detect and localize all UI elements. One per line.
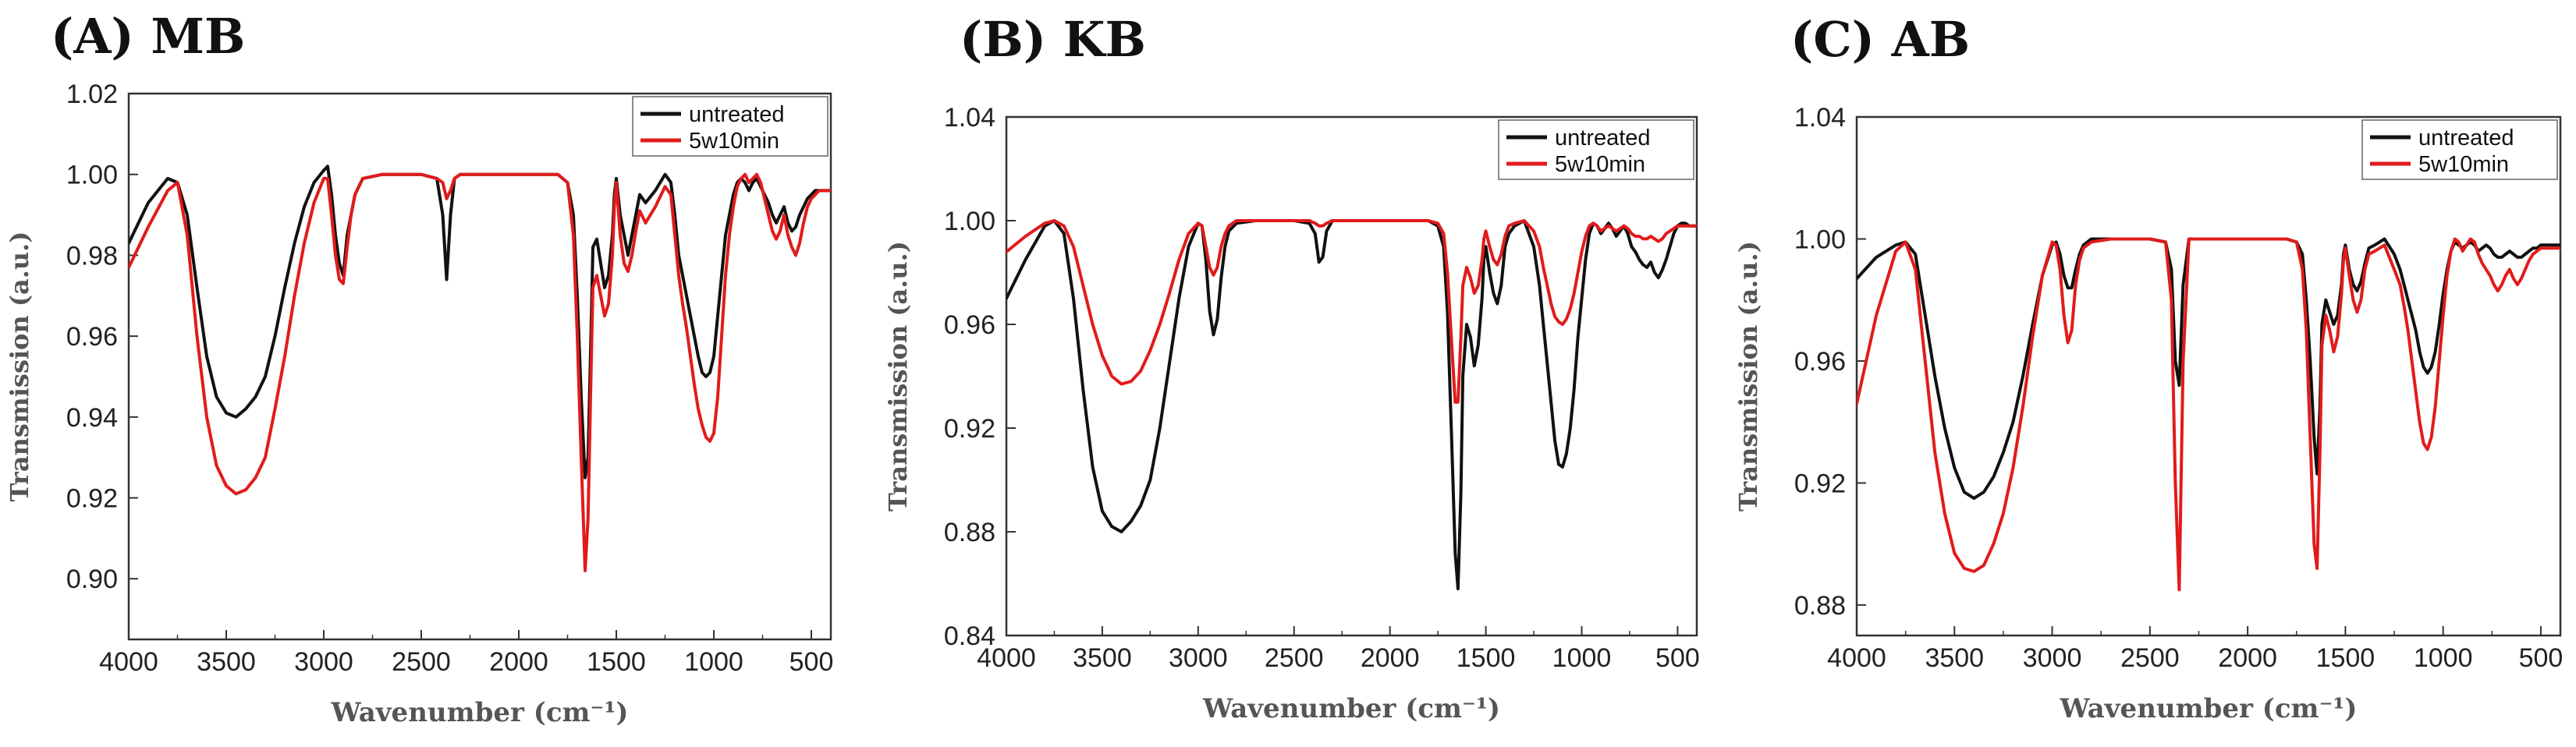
series-line-untreated [1006, 219, 1697, 591]
y-tick-label: 0.88 [944, 518, 995, 547]
chart-svg: (A) MB 4000 3500 3000 2500 2000 1500 1000 500 0.9… [5, 8, 834, 728]
y-tick-label: 0.92 [66, 484, 118, 514]
x-tick-label: 1500 [1457, 643, 1516, 673]
y-tick-label: 0.92 [944, 414, 995, 444]
y-tick-label: 0.84 [944, 621, 995, 651]
legend-label: untreated [1555, 126, 1651, 150]
y-tick-label: 1.04 [944, 103, 995, 133]
x-tick-label: 2000 [489, 647, 548, 677]
panel-mb: (A) MB 4000 3500 3000 2500 2000 1500 1000 500 0.9… [0, 0, 858, 747]
x-tick-label: 2500 [392, 647, 451, 677]
x-axis-title: Wavenumber (cm⁻¹) [1202, 693, 1500, 724]
x-tick-label: 1000 [684, 647, 743, 677]
series-line-5w10min [1006, 219, 1697, 404]
y-tick-label: 1.00 [1794, 225, 1846, 254]
y-axis-title: Transmission (a.u.) [1733, 241, 1763, 512]
series-line-untreated [1857, 237, 2560, 500]
panel-title: (C) AB [1790, 11, 1970, 68]
x-tick-label: 3500 [1925, 643, 1984, 673]
y-tick-label: 1.04 [1794, 103, 1846, 133]
legend-box [1498, 119, 1694, 180]
y-tick-label: 0.98 [66, 241, 118, 271]
y-tick-label: 1.00 [66, 161, 118, 190]
chart-svg: (C) AB 4000 3500 3000 2500 2000 1500 1000 500 0.8… [1733, 11, 2564, 724]
x-tick-label: 4000 [977, 643, 1036, 673]
panel-title: (A) MB [51, 8, 245, 65]
x-tick-label: 3500 [1073, 643, 1132, 673]
y-tick-label: 1.00 [944, 207, 995, 236]
plot-frame [1855, 115, 2562, 637]
y-tick-label: 1.02 [66, 80, 118, 109]
series-line-5w10min [1857, 237, 2560, 592]
legend-label: 5w10min [1555, 152, 1645, 177]
y-tick-label: 0.96 [66, 322, 118, 352]
legend-box [632, 96, 829, 157]
legend-label: untreated [689, 102, 785, 127]
x-tick-label: 500 [789, 647, 834, 677]
y-tick-label: 0.88 [1794, 591, 1846, 621]
legend-label: 5w10min [689, 129, 779, 154]
legend-label: untreated [2418, 126, 2514, 150]
panel-title: (B) KB [960, 11, 1146, 68]
x-axis-title: Wavenumber (cm⁻¹) [2060, 693, 2358, 724]
x-tick-label: 500 [1655, 643, 1700, 673]
x-tick-label: 3000 [2023, 643, 2082, 673]
x-tick-label: 3000 [1169, 643, 1228, 673]
legend-label: 5w10min [2418, 152, 2509, 177]
y-tick-label: 0.92 [1794, 469, 1846, 498]
y-tick-label: 0.96 [1794, 347, 1846, 377]
y-axis-title: Transmission (a.u.) [5, 232, 34, 502]
x-tick-label: 4000 [1827, 643, 1886, 673]
panel-ab: (C) AB 4000 3500 3000 2500 2000 1500 1000 500 0.8… [1716, 0, 2576, 747]
x-tick-label: 2500 [2120, 643, 2180, 673]
y-tick-label: 0.90 [66, 565, 118, 594]
x-tick-label: 1500 [587, 647, 646, 677]
x-tick-label: 3500 [197, 647, 256, 677]
plot-frame [127, 92, 832, 641]
plot-frame [1005, 115, 1698, 637]
x-tick-label: 4000 [99, 647, 158, 677]
x-tick-label: 2000 [1361, 643, 1420, 673]
legend-box [2361, 119, 2558, 180]
series-line-5w10min [129, 172, 831, 572]
x-tick-label: 1000 [1552, 643, 1612, 673]
y-tick-label: 0.94 [66, 403, 118, 433]
x-axis-title: Wavenumber (cm⁻¹) [331, 697, 629, 728]
panel-kb: (B) KB 4000 3500 3000 2500 2000 1500 1000 500 0.8… [858, 0, 1716, 747]
series-line-untreated [129, 165, 831, 480]
y-tick-label: 0.96 [944, 310, 995, 340]
x-tick-label: 2500 [1265, 643, 1324, 673]
y-axis-title: Transmission (a.u.) [883, 241, 913, 512]
chart-svg: (B) KB 4000 3500 3000 2500 2000 1500 1000 500 0.8… [883, 11, 1700, 724]
x-tick-label: 1500 [2316, 643, 2376, 673]
x-tick-label: 1000 [2414, 643, 2473, 673]
x-tick-label: 2000 [2218, 643, 2277, 673]
x-tick-label: 3000 [294, 647, 353, 677]
x-tick-label: 500 [2519, 643, 2564, 673]
